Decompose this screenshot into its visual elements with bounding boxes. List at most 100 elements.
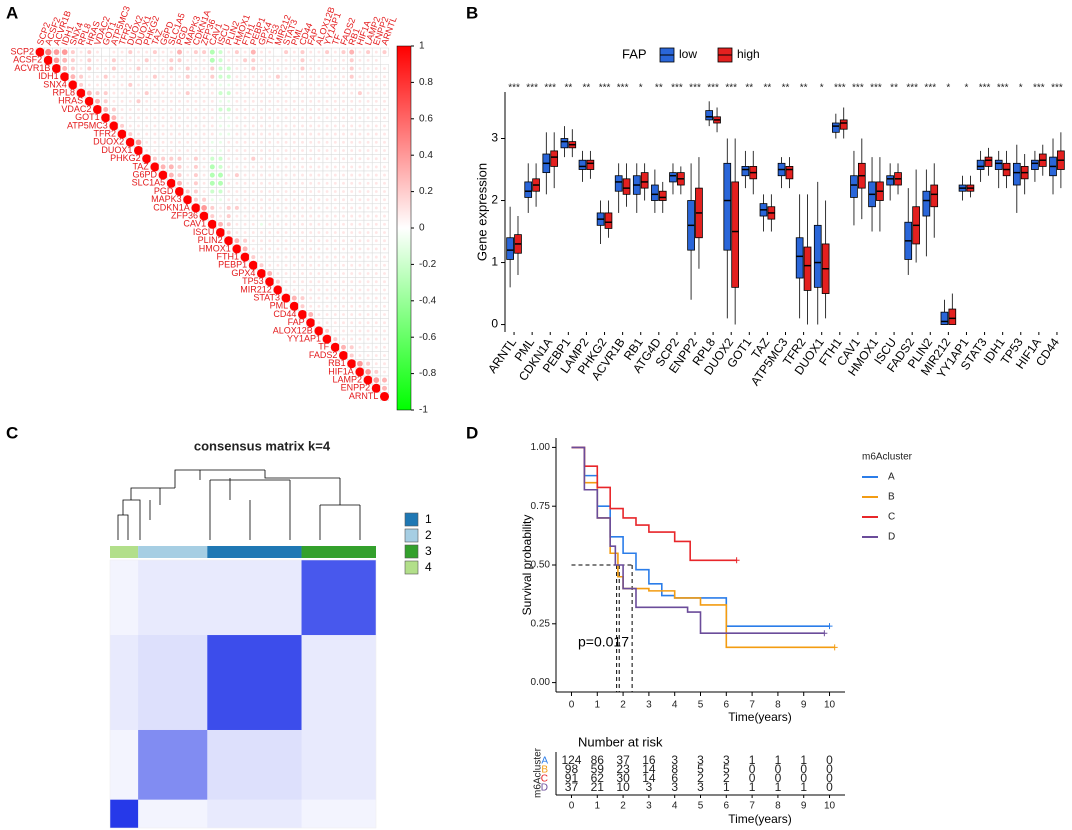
corr-dot (276, 165, 280, 169)
corr-dot (301, 173, 304, 177)
corr-dot (276, 91, 280, 95)
corr-dot (350, 198, 354, 202)
corr-dot (194, 83, 198, 87)
risk-count: 3 (671, 780, 678, 794)
corr-dot (292, 239, 296, 243)
corr-dot (218, 66, 223, 71)
corr-dot (112, 50, 116, 54)
box (604, 212, 613, 229)
corr-dot (383, 132, 386, 136)
risk-count: 0 (775, 771, 782, 785)
corr-dot (128, 99, 132, 103)
row-label: MIR212 (240, 284, 272, 294)
x-tick-label: 6 (724, 700, 730, 711)
corr-dot (268, 255, 272, 259)
legend-label: A (888, 472, 895, 483)
corr-dot (317, 239, 321, 243)
corr-dot (350, 255, 354, 259)
corr-dot (383, 329, 386, 333)
significance: ** (583, 83, 591, 94)
consensus-block (110, 635, 139, 730)
corr-dot (260, 214, 263, 218)
corr-dot (374, 116, 378, 120)
corr-dot (284, 132, 288, 136)
row-label: DUOX2 (93, 137, 124, 147)
corr-dot (366, 337, 370, 341)
corr-dot (268, 108, 272, 111)
corr-dot (178, 108, 181, 111)
corr-dot (243, 99, 247, 103)
risk-count: 0 (800, 762, 807, 776)
corr-dot (309, 58, 313, 62)
corr-dot (145, 99, 149, 103)
corr-dot (374, 149, 378, 152)
corr-dot (70, 50, 75, 55)
corr-dot (260, 83, 263, 87)
corr-dot (317, 198, 321, 202)
corr-dot (169, 149, 173, 152)
corr-dot (292, 247, 296, 251)
risk-count: 14 (642, 762, 656, 776)
corr-dot (371, 383, 381, 393)
corr-dot (350, 140, 354, 144)
corr-dot (111, 58, 116, 63)
corr-dot (268, 206, 272, 210)
risk-x-tick-label: 0 (569, 801, 575, 812)
risk-row-label: A (541, 756, 548, 767)
corr-dot (350, 247, 354, 251)
corr-dot (309, 263, 313, 267)
corr-dot (178, 91, 181, 95)
corr-dot (366, 345, 370, 349)
corr-dot (202, 140, 206, 144)
corr-dot (333, 140, 337, 144)
corr-dot (268, 190, 272, 193)
corr-dot (366, 50, 371, 55)
corr-dot (276, 181, 280, 185)
corr-dot (366, 231, 370, 234)
corr-dot (350, 206, 354, 210)
x-axis-title: Time(years) (728, 710, 792, 724)
corr-dot (251, 66, 256, 71)
corr-dot (301, 165, 304, 169)
corr-dot (342, 75, 345, 79)
risk-count: 0 (749, 762, 756, 776)
corr-dot (235, 124, 239, 128)
corr-dot (374, 247, 378, 251)
corr-dot (342, 239, 345, 243)
corr-dot (137, 132, 140, 136)
corr-dot (260, 165, 263, 169)
corr-dot (357, 360, 363, 367)
corr-dot (276, 198, 280, 202)
corr-dot (366, 83, 370, 87)
corr-dot (194, 91, 198, 95)
corr-dot (43, 55, 53, 65)
corr-dot (183, 195, 193, 205)
corr-dot (309, 239, 313, 243)
corr-dot (276, 157, 280, 161)
corr-dot (186, 181, 190, 185)
corr-dot (243, 173, 247, 177)
corr-dot (210, 99, 214, 103)
corr-dot (145, 116, 149, 120)
box (651, 184, 659, 201)
corr-dot (145, 132, 149, 136)
corr-dot (358, 345, 362, 349)
corr-dot (235, 108, 239, 111)
corr-dot (158, 170, 168, 180)
chart-title: consensus matrix k=4 (194, 438, 331, 453)
corr-dot (268, 231, 272, 234)
corr-dot (284, 50, 289, 55)
corr-dot (218, 172, 223, 178)
corr-dot (186, 157, 190, 161)
p-value: p=0.017 (578, 634, 629, 650)
corr-dot (210, 189, 215, 194)
corr-dot (202, 50, 207, 55)
corr-dot (374, 354, 378, 357)
corr-dot (137, 75, 140, 79)
corr-dot (96, 83, 99, 87)
corr-dot (366, 329, 370, 333)
corr-dot (284, 124, 288, 128)
corr-dot (292, 140, 296, 144)
corr-dot (235, 214, 239, 218)
corr-dot (309, 173, 313, 177)
